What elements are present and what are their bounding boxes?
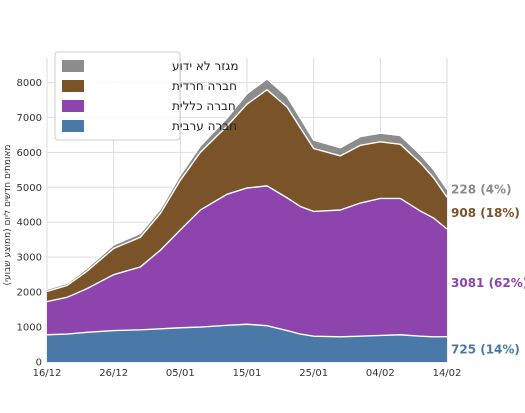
legend-label-2: חברה כללית bbox=[172, 99, 236, 113]
y-axis-label: מאומתים חדשים ליום (ממוצע שבועי) bbox=[3, 144, 13, 285]
y-tick-label-1: 1000 bbox=[17, 323, 42, 334]
x-tick-label-3: 15/01 bbox=[233, 368, 262, 379]
legend-label-3: חברה ערבית bbox=[172, 119, 237, 133]
x-tick-label-0: 16/12 bbox=[33, 368, 62, 379]
y-tick-label-8: 8000 bbox=[17, 78, 42, 89]
area-series-3 bbox=[47, 78, 447, 292]
legend-label-0: מגזר לא ידוע bbox=[172, 59, 239, 73]
y-tick-label-7: 7000 bbox=[17, 113, 42, 124]
area-boundary-1 bbox=[46, 185, 448, 303]
x-tick-label-1: 26/12 bbox=[99, 368, 128, 379]
end-label-0: 228 (4%) bbox=[451, 182, 512, 196]
x-axis-ticks: 16/12 26/12 05/01 15/01 25/01 04/02 14/02 bbox=[33, 368, 462, 379]
legend: מגזר לא ידוע חברה חרדית חברה כללית חברה ערב… bbox=[54, 51, 239, 141]
legend-swatch-0 bbox=[62, 60, 84, 72]
area-boundary-3 bbox=[46, 78, 448, 290]
legend-swatch-1 bbox=[62, 80, 84, 92]
area-boundary-0 bbox=[46, 323, 448, 338]
stacked-areas bbox=[46, 78, 448, 362]
end-label-2: 3081 (62%) bbox=[451, 276, 525, 290]
y-tick-label-0: 0 bbox=[36, 358, 42, 369]
area-series-2 bbox=[47, 89, 447, 302]
end-label-3: 725 (14%) bbox=[451, 342, 520, 356]
y-tick-label-4: 4000 bbox=[17, 218, 42, 229]
x-tick-label-5: 04/02 bbox=[366, 368, 395, 379]
area-series-1 bbox=[47, 185, 447, 337]
end-labels: 228 (4%) 908 (18%) 3081 (62%) 725 (14%) bbox=[451, 182, 525, 356]
y-axis-ticks: 0 1000 2000 3000 4000 5000 6000 7000 8000 bbox=[17, 78, 42, 369]
y-tick-label-5: 5000 bbox=[17, 183, 42, 194]
area-series-0 bbox=[47, 324, 447, 362]
end-label-1: 908 (18%) bbox=[451, 206, 520, 220]
legend-swatch-2 bbox=[62, 100, 84, 112]
y-tick-label-6: 6000 bbox=[17, 148, 42, 159]
y-tick-label-3: 3000 bbox=[17, 253, 42, 264]
legend-label-1: חברה חרדית bbox=[172, 79, 237, 93]
legend-box bbox=[54, 51, 181, 141]
x-tick-label-6: 14/02 bbox=[433, 368, 462, 379]
y-tick-label-2: 2000 bbox=[17, 288, 42, 299]
legend-swatch-3 bbox=[62, 120, 84, 132]
area-boundary-2 bbox=[46, 88, 448, 293]
x-tick-label-4: 25/01 bbox=[299, 368, 328, 379]
x-tick-label-2: 05/01 bbox=[166, 368, 195, 379]
